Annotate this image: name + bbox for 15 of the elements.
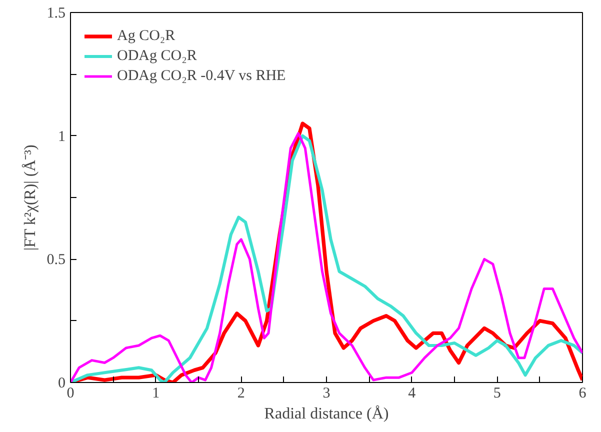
x-tick-label: 1	[152, 386, 160, 402]
y-axis-title: |FT k²χ(R)| (Å⁻³)	[20, 144, 39, 251]
x-tick-label: 4	[408, 386, 416, 402]
x-axis-title: Radial distance (Å)	[264, 404, 389, 422]
y-tick-label: 0.5	[46, 252, 66, 268]
legend-label: ODAg CO₂R -0.4V vs RHE	[117, 68, 286, 84]
x-tick-label: 6	[578, 386, 587, 402]
y-tick-label: 1.5	[46, 6, 66, 22]
legend-label: Ag CO₂R	[117, 28, 176, 44]
x-tick-label: 5	[493, 386, 501, 402]
y-tick-label: 0	[58, 376, 66, 392]
y-tick-label: 1	[58, 128, 66, 145]
x-tick-label: 3	[322, 386, 330, 402]
legend-label: ODAg CO₂R	[117, 48, 197, 64]
x-tick-label: 2	[237, 386, 245, 402]
